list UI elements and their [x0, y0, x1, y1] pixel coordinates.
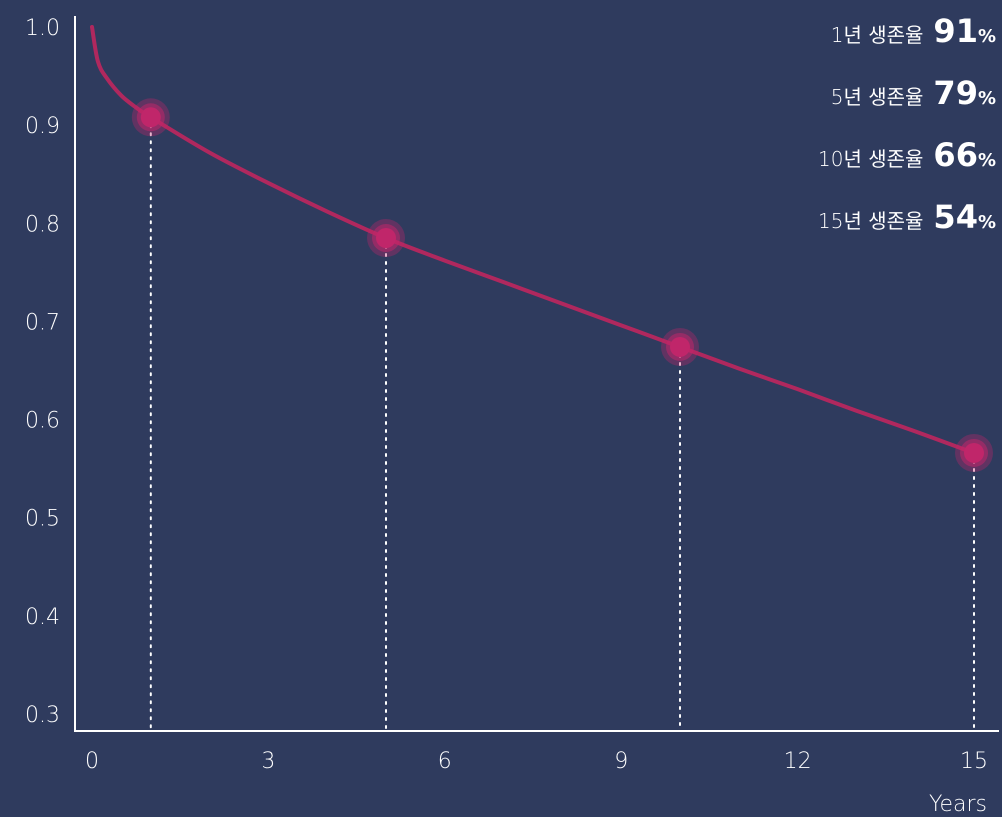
x-axis-title: Years [929, 792, 987, 817]
survival-rate-legend: 1년 생존율 91 % 5년 생존율 79 % 10년 생존율 66 % 15년… [818, 12, 996, 260]
x-tick-label: 9 [614, 749, 628, 774]
legend-label: 15년 생존율 [818, 209, 924, 233]
legend-row-10yr: 10년 생존율 66 % [818, 136, 996, 198]
legend-label: 1년 생존율 [830, 23, 924, 47]
y-tick-label: 0.6 [25, 409, 60, 434]
x-axis-ticks: 0 3 6 9 12 15 [85, 749, 988, 774]
survival-marker [367, 219, 405, 258]
survival-markers [131, 98, 993, 472]
y-tick-label: 0.4 [25, 605, 60, 630]
legend-unit: % [977, 212, 996, 233]
y-tick-label: 0.8 [25, 212, 60, 237]
survival-marker [661, 327, 699, 366]
y-tick-label: 0.7 [25, 310, 60, 335]
survival-marker [955, 433, 993, 472]
x-tick-label: 3 [261, 749, 275, 774]
x-tick-label: 12 [784, 749, 812, 774]
marker-droplines [149, 116, 975, 732]
legend-row-1yr: 1년 생존율 91 % [818, 12, 996, 74]
legend-unit: % [977, 26, 996, 47]
legend-label: 10년 생존율 [818, 147, 924, 171]
x-tick-label: 0 [85, 749, 99, 774]
y-axis-ticks: 0.3 0.4 0.5 0.6 0.7 0.8 0.9 1.0 [25, 16, 60, 728]
survival-curve [90, 25, 976, 455]
legend-value: 91 [933, 12, 978, 50]
legend-unit: % [977, 88, 996, 109]
legend-unit: % [977, 150, 996, 171]
legend-value: 54 [933, 198, 978, 236]
legend-value: 66 [933, 136, 978, 174]
y-tick-label: 0.5 [25, 507, 60, 532]
legend-value: 79 [933, 74, 978, 112]
survival-marker [131, 98, 170, 137]
y-tick-label: 1.0 [25, 16, 60, 41]
legend-row-5yr: 5년 생존율 79 % [818, 74, 996, 136]
x-tick-label: 6 [438, 749, 452, 774]
y-tick-label: 0.3 [25, 703, 60, 728]
x-tick-label: 15 [960, 749, 988, 774]
legend-row-15yr: 15년 생존율 54 % [818, 198, 996, 260]
legend-label: 5년 생존율 [830, 85, 924, 109]
y-tick-label: 0.9 [25, 114, 60, 139]
